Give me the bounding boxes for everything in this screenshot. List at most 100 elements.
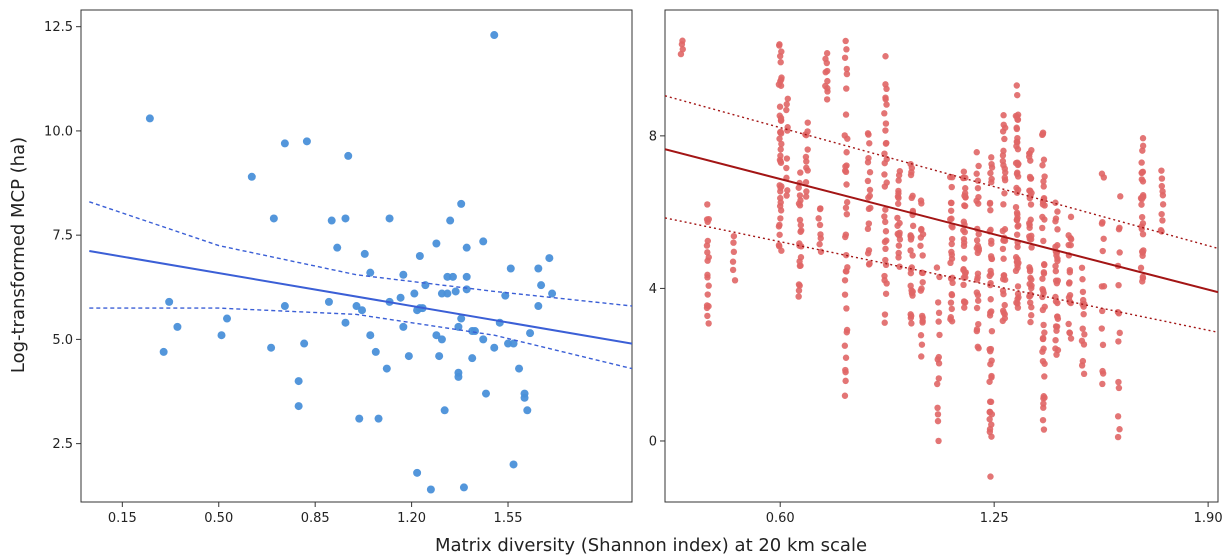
data-point: [1041, 303, 1048, 310]
data-point: [909, 292, 916, 299]
left-x-tick-label: 1.55: [494, 511, 523, 526]
data-point: [907, 171, 915, 179]
data-point: [895, 254, 902, 261]
left-y-tick-label: 2.5: [52, 437, 73, 452]
data-point: [804, 146, 811, 153]
data-point: [327, 216, 336, 225]
data-point: [435, 352, 444, 361]
data-point: [1067, 335, 1075, 342]
data-point: [1001, 237, 1009, 244]
data-point: [1013, 82, 1020, 89]
data-point: [777, 207, 785, 214]
data-point: [1039, 162, 1046, 169]
data-point: [908, 320, 915, 327]
data-point: [1099, 370, 1107, 377]
data-point: [1027, 236, 1035, 243]
data-point: [896, 263, 903, 270]
data-point: [934, 356, 941, 363]
data-point: [704, 249, 711, 256]
data-point: [1138, 213, 1146, 221]
data-point: [907, 160, 914, 168]
data-point: [1139, 142, 1147, 150]
data-point: [988, 160, 995, 168]
data-point: [896, 168, 904, 175]
data-point: [948, 215, 955, 222]
data-point: [1138, 176, 1146, 183]
data-point: [1138, 159, 1145, 166]
data-point: [961, 202, 968, 209]
data-point: [882, 81, 889, 88]
data-point: [1027, 216, 1034, 223]
data-point: [1027, 175, 1035, 182]
data-point: [1014, 91, 1021, 99]
data-point: [501, 291, 510, 300]
data-point: [1158, 167, 1165, 174]
data-point: [1014, 304, 1022, 311]
data-point: [948, 305, 955, 313]
data-point: [881, 213, 888, 220]
data-point: [973, 237, 981, 244]
data-point: [882, 261, 890, 269]
data-point: [432, 239, 441, 248]
data-point: [1138, 169, 1146, 176]
data-point: [1000, 162, 1007, 169]
data-point: [865, 194, 872, 201]
data-point: [865, 131, 872, 138]
data-point: [866, 140, 873, 147]
data-point: [1026, 187, 1033, 194]
data-point: [917, 242, 924, 249]
data-point: [454, 368, 463, 377]
data-point: [973, 326, 981, 333]
data-point: [882, 53, 889, 60]
data-point: [1138, 223, 1145, 230]
data-point: [988, 240, 995, 247]
data-point: [294, 402, 303, 411]
data-point: [1001, 190, 1008, 197]
data-point: [443, 289, 452, 298]
data-point: [1099, 341, 1107, 349]
data-point: [470, 327, 479, 336]
data-point: [843, 46, 850, 53]
right-y-tick-label: 0: [649, 434, 657, 449]
data-point: [777, 215, 784, 222]
data-point: [1026, 293, 1033, 300]
data-point: [1039, 293, 1046, 301]
data-point: [934, 411, 942, 418]
data-point: [1026, 150, 1033, 157]
data-point: [783, 192, 790, 199]
data-point: [843, 70, 851, 78]
data-point: [882, 120, 890, 127]
data-point: [1054, 226, 1061, 233]
data-point: [1065, 320, 1072, 328]
data-point: [882, 290, 890, 297]
data-point: [935, 309, 943, 317]
data-point: [705, 320, 712, 327]
data-point: [973, 304, 981, 312]
data-point: [440, 406, 449, 415]
data-point: [705, 303, 712, 310]
data-point: [866, 186, 874, 194]
data-point: [1041, 329, 1048, 336]
data-point: [1028, 312, 1035, 319]
data-point: [1052, 267, 1060, 275]
data-point: [1078, 264, 1086, 271]
data-point: [948, 240, 955, 248]
data-point: [1001, 176, 1009, 184]
data-point: [776, 243, 783, 250]
data-point: [548, 289, 557, 298]
data-point: [986, 416, 993, 423]
data-point: [796, 192, 804, 199]
data-point: [841, 392, 849, 399]
data-point: [960, 281, 967, 289]
data-point: [882, 218, 889, 226]
data-point: [1041, 261, 1048, 269]
data-point: [294, 377, 303, 386]
data-point: [988, 179, 995, 186]
data-point: [1100, 235, 1107, 242]
data-point: [804, 119, 811, 126]
data-point: [451, 287, 460, 296]
right-regression-line: [665, 148, 1218, 294]
data-point: [1028, 304, 1035, 311]
data-point: [504, 339, 513, 348]
data-point: [1027, 201, 1035, 208]
